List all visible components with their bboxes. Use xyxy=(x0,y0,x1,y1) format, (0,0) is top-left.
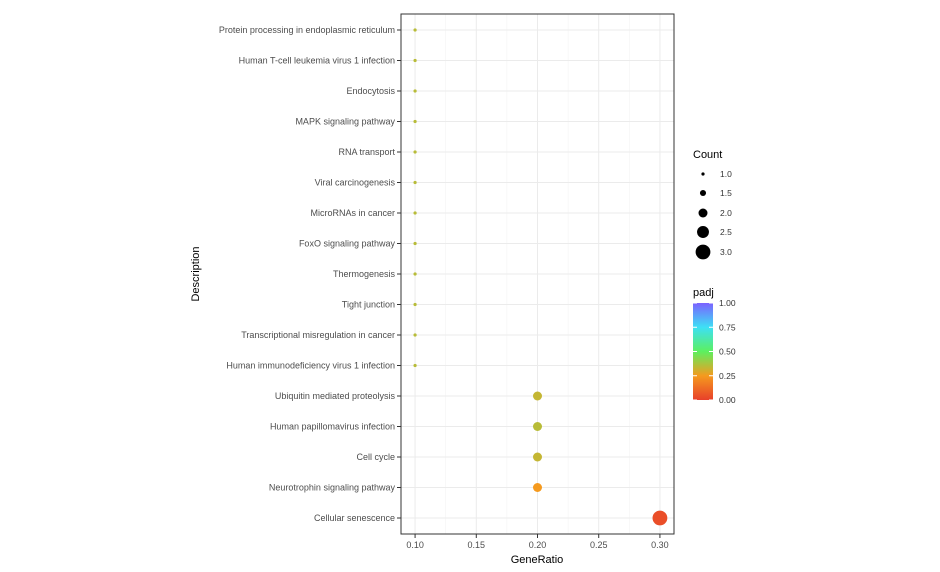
y-tick-label: Human immunodeficiency virus 1 infection xyxy=(226,361,395,371)
y-tick-label: Cell cycle xyxy=(356,452,395,462)
count-legend-label: 2.0 xyxy=(720,208,732,218)
count-legend-dot xyxy=(695,244,711,260)
y-tick-label: Human T-cell leukemia virus 1 infection xyxy=(239,56,395,66)
x-tick-label: 0.10 xyxy=(406,540,424,550)
padj-colorbar xyxy=(693,303,713,400)
y-tick-label: Human papillomavirus infection xyxy=(270,422,395,432)
count-legend-dot xyxy=(699,189,707,197)
x-tick-label: 0.25 xyxy=(590,540,608,550)
count-legend-label: 1.0 xyxy=(720,169,732,179)
x-axis-title: GeneRatio xyxy=(511,554,564,566)
padj-legend-label: 0.00 xyxy=(719,395,736,405)
padj-legend-label: 0.25 xyxy=(719,371,736,381)
y-tick-label: MicroRNAs in cancer xyxy=(310,208,395,218)
count-legend-title: Count xyxy=(693,149,722,161)
count-legend-dot xyxy=(697,226,709,238)
padj-legend: padj 1.00 0.75 0.50 0.25 0.00 xyxy=(693,287,736,405)
count-legend: Count 1.0 1.5 2.0 2.5 3.0 xyxy=(693,149,732,260)
y-tick-label: Endocytosis xyxy=(346,86,395,96)
y-tick-label: RNA transport xyxy=(338,147,395,157)
data-point xyxy=(413,119,417,124)
count-legend-dot xyxy=(701,172,705,176)
padj-legend-label: 0.50 xyxy=(719,347,736,357)
data-points xyxy=(413,28,668,526)
padj-legend-label: 1.00 xyxy=(719,298,736,308)
padj-legend-label: 0.75 xyxy=(719,322,736,332)
grid-lines xyxy=(401,14,674,534)
data-point xyxy=(413,272,417,276)
data-point xyxy=(533,422,542,431)
y-tick-label: Protein processing in endoplasmic reticu… xyxy=(219,25,395,35)
y-tick-label: Viral carcinogenesis xyxy=(315,178,396,188)
data-point xyxy=(413,180,417,185)
data-point xyxy=(533,483,542,492)
count-legend-label: 2.5 xyxy=(720,227,732,237)
y-tick-label: MAPK signaling pathway xyxy=(295,117,395,127)
data-point xyxy=(413,211,417,215)
y-tick-label: FoxO signaling pathway xyxy=(299,239,396,249)
y-axis: Protein processing in endoplasmic reticu… xyxy=(219,25,401,523)
data-point xyxy=(533,452,542,462)
y-tick-label: Tight junction xyxy=(342,300,395,310)
y-tick-label: Ubiquitin mediated proteolysis xyxy=(275,391,396,401)
y-tick-label: Thermogenesis xyxy=(333,269,396,279)
y-tick-label: Neurotrophin signaling pathway xyxy=(269,483,396,493)
data-point xyxy=(413,89,417,93)
count-legend-label: 3.0 xyxy=(720,247,732,257)
y-tick-label: Transcriptional misregulation in cancer xyxy=(241,330,395,340)
data-point xyxy=(413,363,417,368)
data-point xyxy=(533,391,542,401)
data-point xyxy=(413,241,417,246)
x-tick-label: 0.20 xyxy=(529,540,547,550)
x-tick-label: 0.15 xyxy=(468,540,486,550)
count-legend-label: 1.5 xyxy=(720,188,732,198)
data-point xyxy=(413,302,417,307)
data-point xyxy=(413,58,417,63)
padj-legend-title: padj xyxy=(693,287,714,299)
count-legend-dot xyxy=(698,208,708,218)
y-axis-title: Description xyxy=(190,246,202,301)
data-point xyxy=(413,333,417,337)
data-point xyxy=(413,150,417,154)
x-tick-label: 0.30 xyxy=(651,540,669,550)
data-point xyxy=(413,28,417,32)
y-tick-label: Cellular senescence xyxy=(314,513,395,523)
data-point xyxy=(652,510,668,526)
x-axis: 0.10 0.15 0.20 0.25 0.30 xyxy=(406,534,669,550)
